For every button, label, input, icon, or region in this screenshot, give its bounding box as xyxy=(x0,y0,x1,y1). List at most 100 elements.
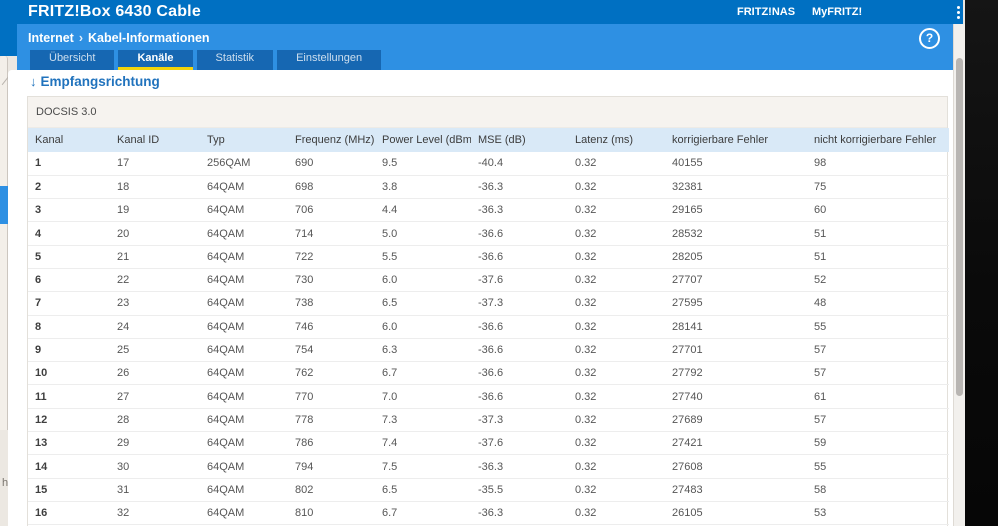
vertical-scrollbar[interactable] xyxy=(953,24,965,526)
cell-typ: 64QAM xyxy=(200,361,288,386)
cell-power-level: 6.7 xyxy=(375,501,471,526)
cell-nicht-korrigierbare-fehler: 51 xyxy=(807,245,949,269)
sidebar-selected-item[interactable] xyxy=(0,186,8,224)
kebab-menu-icon[interactable] xyxy=(953,4,963,20)
tab-uebersicht[interactable]: Übersicht xyxy=(30,50,115,70)
cell-korrigierbare-fehler: 27421 xyxy=(665,431,807,456)
cell-nicht-korrigierbare-fehler: 57 xyxy=(807,338,949,363)
cell-frequenz: 698 xyxy=(288,175,375,200)
cell-nicht-korrigierbare-fehler: 98 xyxy=(807,152,949,176)
table-row: 3 19 64QAM 706 4.4 -36.3 0.32 29165 60 xyxy=(28,198,949,223)
tab-kanaele[interactable]: Kanäle xyxy=(118,50,193,70)
cell-korrigierbare-fehler: 27608 xyxy=(665,454,807,479)
cell-nicht-korrigierbare-fehler: 75 xyxy=(807,175,949,200)
breadcrumb-bar: Internet › Kabel-Informationen ? Übersicht… xyxy=(17,24,953,70)
cell-kanal-id: 17 xyxy=(110,152,200,176)
cell-nicht-korrigierbare-fehler: 57 xyxy=(807,361,949,386)
header-left-notch xyxy=(0,24,17,56)
cell-frequenz: 810 xyxy=(288,501,375,526)
column-header: Kanal ID xyxy=(110,128,200,152)
cell-typ: 64QAM xyxy=(200,338,288,363)
cell-power-level: 6.5 xyxy=(375,291,471,316)
cell-nicht-korrigierbare-fehler: 53 xyxy=(807,501,949,526)
cell-frequenz: 722 xyxy=(288,245,375,269)
cell-latenz: 0.32 xyxy=(568,408,665,433)
table-row: 1 17 256QAM 690 9.5 -40.4 0.32 40155 98 xyxy=(28,152,949,176)
cell-latenz: 0.32 xyxy=(568,454,665,479)
cell-power-level: 5.5 xyxy=(375,245,471,269)
channel-table: Kanal Kanal ID Typ Frequenz (MHz) Power Leve… xyxy=(28,128,949,526)
table-row: 5 21 64QAM 722 5.5 -36.6 0.32 28205 51 xyxy=(28,245,949,269)
fritznas-link[interactable]: FRITZ!NAS xyxy=(737,6,796,18)
cell-nicht-korrigierbare-fehler: 55 xyxy=(807,315,949,339)
cell-power-level: 5.0 xyxy=(375,221,471,246)
cell-korrigierbare-fehler: 29165 xyxy=(665,198,807,223)
cell-latenz: 0.32 xyxy=(568,152,665,176)
empfangsrichtung-heading[interactable]: ↓ Empfangsrichtung xyxy=(30,74,160,89)
cell-korrigierbare-fehler: 28532 xyxy=(665,221,807,246)
cell-typ: 64QAM xyxy=(200,268,288,293)
tab-einstellungen[interactable]: Einstellungen xyxy=(277,50,382,70)
table-row: 11 27 64QAM 770 7.0 -36.6 0.32 27740 61 xyxy=(28,384,949,409)
cell-mse: -36.3 xyxy=(471,198,568,223)
cell-kanal-id: 26 xyxy=(110,361,200,386)
cell-frequenz: 762 xyxy=(288,361,375,386)
cell-power-level: 7.4 xyxy=(375,431,471,456)
cell-mse: -36.3 xyxy=(471,175,568,200)
cell-nicht-korrigierbare-fehler: 48 xyxy=(807,291,949,316)
tab-bar: Übersicht Kanäle Statistik Einstellungen xyxy=(30,50,382,70)
cell-power-level: 6.3 xyxy=(375,338,471,363)
table-body: 1 17 256QAM 690 9.5 -40.4 0.32 40155 98 … xyxy=(28,152,949,526)
cell-mse: -37.3 xyxy=(471,291,568,316)
sidebar-sliver xyxy=(0,56,10,430)
breadcrumb: Internet › Kabel-Informationen xyxy=(28,31,210,45)
breadcrumb-internet[interactable]: Internet xyxy=(28,31,74,45)
heading-label: Empfangsrichtung xyxy=(40,74,160,89)
cell-power-level: 7.5 xyxy=(375,454,471,479)
table-row: 7 23 64QAM 738 6.5 -37.3 0.32 27595 48 xyxy=(28,291,949,316)
cell-kanal-id: 18 xyxy=(110,175,200,200)
table-row: 4 20 64QAM 714 5.0 -36.6 0.32 28532 51 xyxy=(28,221,949,246)
myfritz-link[interactable]: MyFRITZ! xyxy=(812,6,863,18)
cell-korrigierbare-fehler: 27740 xyxy=(665,384,807,409)
scrollbar-thumb[interactable] xyxy=(956,58,963,396)
cell-mse: -36.6 xyxy=(471,221,568,246)
cell-typ: 64QAM xyxy=(200,245,288,269)
cell-typ: 64QAM xyxy=(200,408,288,433)
cell-korrigierbare-fehler: 27689 xyxy=(665,408,807,433)
docsis-panel: DOCSIS 3.0 Kanal Kanal ID Typ Frequenz (MHz… xyxy=(27,96,949,526)
cell-frequenz: 746 xyxy=(288,315,375,339)
help-icon[interactable]: ? xyxy=(919,28,940,49)
tab-statistik[interactable]: Statistik xyxy=(196,50,274,70)
table-header: Kanal Kanal ID Typ Frequenz (MHz) Power Leve… xyxy=(28,128,949,152)
cell-nicht-korrigierbare-fehler: 61 xyxy=(807,384,949,409)
cell-frequenz: 706 xyxy=(288,198,375,223)
table-row: 2 18 64QAM 698 3.8 -36.3 0.32 32381 75 xyxy=(28,175,949,200)
cell-nicht-korrigierbare-fehler: 59 xyxy=(807,431,949,456)
cell-mse: -36.6 xyxy=(471,315,568,339)
cell-kanal-id: 32 xyxy=(110,501,200,526)
cell-kanal-id: 31 xyxy=(110,478,200,502)
cell-nicht-korrigierbare-fehler: 55 xyxy=(807,454,949,479)
column-header: Kanal xyxy=(28,128,110,152)
cell-typ: 64QAM xyxy=(200,291,288,316)
cell-korrigierbare-fehler: 27792 xyxy=(665,361,807,386)
cell-latenz: 0.32 xyxy=(568,384,665,409)
cell-kanal-id: 25 xyxy=(110,338,200,363)
cell-frequenz: 786 xyxy=(288,431,375,456)
title-bar: FRITZ!Box 6430 Cable FRITZ!NAS MyFRITZ! xyxy=(0,0,963,24)
cell-mse: -36.6 xyxy=(471,338,568,363)
cell-kanal-id: 22 xyxy=(110,268,200,293)
table-row: 16 32 64QAM 810 6.7 -36.3 0.32 26105 53 xyxy=(28,501,949,526)
cell-frequenz: 778 xyxy=(288,408,375,433)
cell-kanal: 10 xyxy=(28,361,110,386)
cell-frequenz: 714 xyxy=(288,221,375,246)
desktop-background xyxy=(965,0,998,526)
cell-power-level: 4.4 xyxy=(375,198,471,223)
cell-korrigierbare-fehler: 27595 xyxy=(665,291,807,316)
cell-typ: 64QAM xyxy=(200,431,288,456)
cell-korrigierbare-fehler: 27701 xyxy=(665,338,807,363)
cell-latenz: 0.32 xyxy=(568,315,665,339)
column-header: Latenz (ms) xyxy=(568,128,665,152)
cell-kanal-id: 28 xyxy=(110,408,200,433)
